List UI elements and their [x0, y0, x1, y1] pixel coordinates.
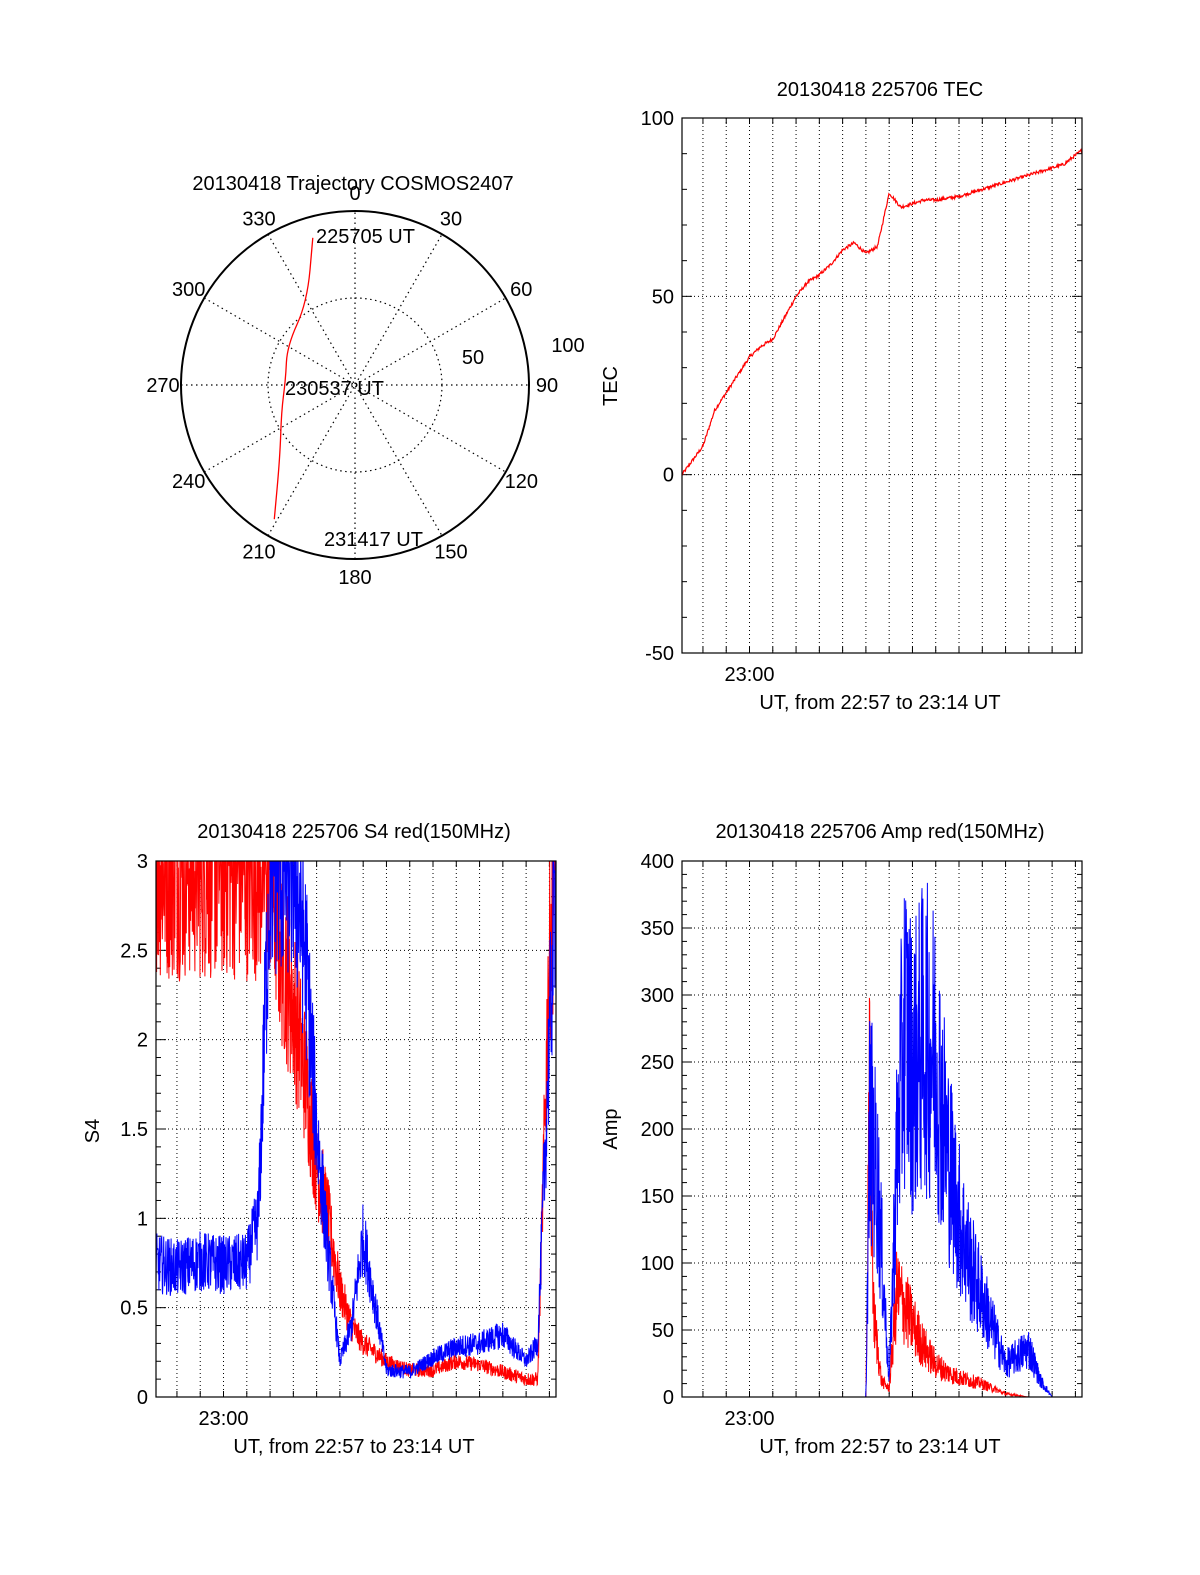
amp-title: 20130418 225706 Amp red(150MHz)	[715, 821, 1044, 843]
y-tick-label: 100	[641, 1253, 674, 1275]
amp-series-line-blue	[682, 882, 1082, 1398]
y-tick-label: 1	[137, 1208, 148, 1230]
y-tick-label: 3	[137, 851, 148, 873]
y-tick-label: 400	[641, 851, 674, 873]
y-tick-label: 0	[663, 1387, 674, 1409]
tec-plot-frame	[681, 117, 1083, 654]
polar-grid-spoke	[267, 234, 443, 536]
polar-radius-label-100: 100	[551, 335, 584, 357]
x-tick-label: 23:00	[724, 1408, 774, 1430]
polar-angle-label: 90	[536, 375, 558, 397]
polar-angle-label: 300	[172, 279, 205, 301]
s4-series-line-red	[155, 860, 557, 1387]
tec-ticks: -50 0 50 100 23:00	[641, 108, 1082, 686]
amp-grid	[682, 861, 1082, 1397]
s4-ylabel: S4	[82, 1119, 104, 1143]
tec-xlabel: UT, from 22:57 to 23:14 UT	[759, 692, 1000, 714]
y-tick-label: 150	[641, 1186, 674, 1208]
polar-angle-label: 210	[242, 541, 275, 563]
polar-grid-spoke	[267, 234, 443, 536]
s4-title: 20130418 225706 S4 red(150MHz)	[197, 821, 511, 843]
polar-angle-label: 30	[440, 209, 462, 231]
y-tick-label: -50	[645, 643, 674, 665]
polar-angle-label: 150	[434, 541, 467, 563]
tec-title: 20130418 225706 TEC	[777, 79, 983, 101]
polar-angle-label: 270	[146, 375, 179, 397]
tec-ylabel: TEC	[600, 366, 622, 406]
polar-angle-label: 330	[242, 209, 275, 231]
tec-chart: 20130418 225706 TEC -50 0 50 100 23:00 UT, f…	[600, 79, 1083, 714]
amp-plot-frame	[681, 860, 1083, 1398]
amp-ticks: 0 50 100 150 200 250 300 350 400 23:00	[641, 851, 1082, 1430]
amp-chart: 20130418 225706 Amp red(150MHz) 0 50 100 15…	[600, 821, 1083, 1458]
amp-xlabel: UT, from 22:57 to 23:14 UT	[759, 1436, 1000, 1458]
y-tick-label: 0	[663, 465, 674, 487]
polar-angle-labels: 0 30 60 90 120 150 180 210 240 270 300 330	[146, 183, 558, 589]
y-tick-label: 350	[641, 918, 674, 940]
trajectory-start-label: 225705 UT	[316, 226, 415, 248]
polar-title: 20130418 Trajectory COSMOS2407	[192, 173, 513, 195]
y-tick-label: 1.5	[120, 1119, 148, 1141]
polar-angle-label: 180	[338, 567, 371, 589]
y-tick-label: 0.5	[120, 1298, 148, 1320]
polar-angle-label: 0	[349, 183, 360, 205]
polar-angle-label: 60	[510, 279, 532, 301]
y-tick-label: 100	[641, 108, 674, 130]
tec-series-line-red	[681, 148, 1083, 476]
amp-ylabel: Amp	[600, 1108, 622, 1149]
s4-plot-frame	[155, 860, 557, 1398]
polar-grid	[181, 211, 529, 559]
trajectory-end-label: 231417 UT	[324, 529, 423, 551]
polar-trajectory-chart: 20130418 Trajectory COSMOS2407 0 30 60 90 12…	[146, 173, 584, 589]
y-tick-label: 2.5	[120, 940, 148, 962]
s4-series-line-blue	[155, 860, 557, 1379]
x-tick-label: 23:00	[724, 664, 774, 686]
y-tick-label: 200	[641, 1119, 674, 1141]
s4-xlabel: UT, from 22:57 to 23:14 UT	[233, 1436, 474, 1458]
trajectory-mid-label: 230537 UT	[285, 378, 384, 400]
s4-series	[155, 860, 557, 1387]
polar-radius-label-50: 50	[462, 347, 484, 369]
s4-ticks: 0 0.5 1 1.5 2 2.5 3 23:00	[120, 851, 556, 1430]
tec-series	[681, 148, 1083, 476]
y-tick-label: 50	[652, 286, 674, 308]
tec-grid	[682, 118, 1082, 653]
polar-grid-spoke	[204, 297, 506, 473]
x-tick-label: 23:00	[198, 1408, 248, 1430]
polar-angle-label: 240	[172, 471, 205, 493]
y-tick-label: 0	[137, 1387, 148, 1409]
amp-series	[682, 882, 1082, 1398]
y-tick-label: 300	[641, 985, 674, 1007]
polar-outer-circle	[180, 210, 530, 560]
y-tick-label: 2	[137, 1030, 148, 1052]
s4-chart: 20130418 225706 S4 red(150MHz) 0 0.5 1 1.5 2…	[82, 821, 557, 1458]
polar-grid-spoke	[204, 297, 506, 473]
y-tick-label: 50	[652, 1320, 674, 1342]
trajectory-line	[273, 237, 314, 520]
polar-angle-label: 120	[505, 471, 538, 493]
y-tick-label: 250	[641, 1052, 674, 1074]
